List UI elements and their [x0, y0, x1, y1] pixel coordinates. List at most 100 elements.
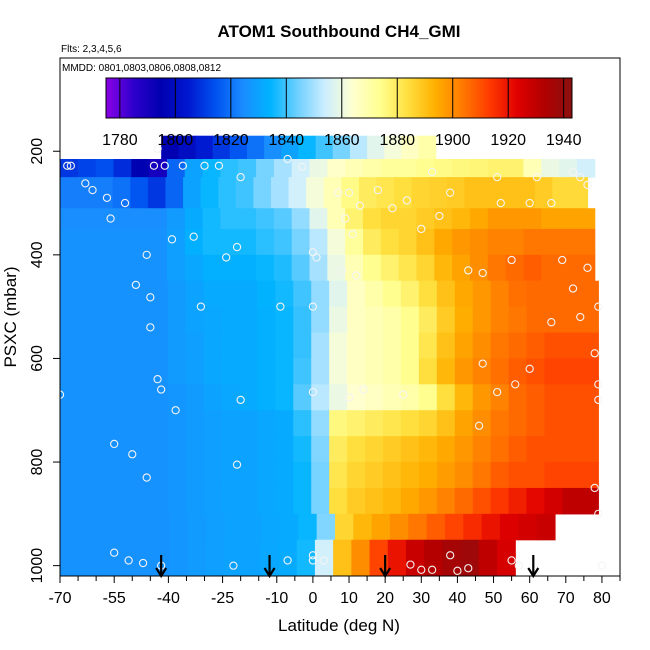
heatmap-cell — [275, 436, 294, 463]
heatmap-cell — [95, 228, 115, 256]
sample-point — [446, 188, 455, 197]
heatmap-cell — [562, 332, 581, 360]
heatmap-cell — [523, 254, 542, 282]
heatmap-cell — [113, 228, 132, 256]
heatmap-cell — [505, 159, 525, 178]
sample-point — [167, 235, 177, 244]
heatmap-cell — [505, 208, 525, 230]
heatmap-cell — [544, 410, 564, 437]
heatmap-cell — [95, 280, 115, 308]
heatmap-cell — [314, 565, 334, 576]
heatmap-cell — [552, 177, 571, 209]
heatmap-cell — [130, 177, 149, 209]
colorbar-tick-label: 1900 — [435, 132, 471, 149]
flights-label: Flts: 2,3,4,5,6 — [61, 44, 122, 55]
heatmap-cell — [416, 208, 435, 230]
heatmap-cell — [363, 208, 382, 230]
heatmap-cell — [77, 384, 97, 411]
heatmap-cell — [221, 332, 241, 360]
heatmap-cell — [442, 539, 462, 567]
sample-point — [110, 439, 119, 449]
sample-point — [153, 144, 162, 153]
heatmap-cell — [309, 208, 328, 230]
heatmap-cell — [113, 436, 133, 463]
heatmap-cell — [351, 565, 371, 576]
heatmap-cell — [526, 487, 546, 515]
heatmap-cell — [580, 280, 599, 308]
heatmap-cell — [490, 487, 510, 515]
heatmap-cell — [311, 487, 330, 515]
sample-point — [120, 198, 130, 208]
heatmap-cell — [347, 436, 366, 463]
y-axis: 200 400 600 800 1000 — [29, 138, 60, 583]
heatmap-cell — [347, 410, 366, 437]
sample-point — [590, 483, 599, 493]
heatmap-cell — [418, 358, 438, 385]
heatmap-cell — [481, 513, 501, 541]
x-tick-label: 80 — [593, 590, 611, 607]
sample-point — [525, 364, 534, 373]
heatmap-cell — [188, 513, 208, 541]
heatmap-cell — [293, 410, 312, 437]
heatmap-cell — [203, 462, 223, 489]
heatmap-cell — [418, 462, 438, 489]
heatmap-cell — [77, 159, 97, 178]
heatmap-cell — [580, 306, 599, 334]
heatmap-cell — [95, 159, 115, 178]
x-tick-label: 50 — [485, 590, 503, 607]
heatmap-cell — [478, 565, 498, 576]
heatmap-cell — [60, 306, 79, 334]
heatmap-cell — [78, 565, 98, 576]
heatmap-cell — [363, 159, 382, 178]
x-tick-label: 70 — [557, 590, 575, 607]
heatmap-cell — [376, 177, 395, 209]
heatmap-cell — [151, 539, 170, 567]
heatmap-cell — [472, 358, 492, 385]
heatmap-cell — [77, 332, 97, 360]
heatmap-cell — [311, 306, 330, 334]
sample-point — [232, 460, 242, 469]
heatmap-cell — [202, 228, 222, 256]
heatmap-cell — [508, 306, 528, 334]
heatmap-cell — [185, 384, 205, 411]
sample-points — [60, 144, 607, 575]
heatmap-cell — [257, 306, 276, 334]
heatmap-cell — [526, 436, 546, 463]
heatmap-cell — [242, 539, 261, 567]
heatmap-cell — [341, 177, 360, 209]
y-tick-label: 600 — [29, 345, 46, 372]
sample-point — [283, 154, 292, 164]
heatmap-cell — [416, 159, 435, 178]
sample-point — [547, 318, 556, 327]
sample-point — [594, 380, 603, 389]
heatmap-cell — [113, 384, 133, 411]
heatmap-cell — [576, 228, 596, 256]
heatmap-cell — [487, 254, 507, 282]
colorbar-tick-label: 1880 — [379, 132, 415, 149]
heatmap-cell — [469, 159, 489, 178]
heatmap-cell — [562, 436, 581, 463]
heatmap-cell — [77, 306, 97, 334]
heatmap-cell — [329, 306, 348, 334]
heatmap-cell — [454, 436, 474, 463]
heatmap-cell — [544, 384, 564, 411]
heatmap-cell — [353, 513, 373, 541]
heatmap-cell — [112, 177, 131, 209]
heatmap-cell — [238, 159, 257, 178]
heatmap-cell — [505, 228, 525, 256]
heatmap-cell — [275, 332, 294, 360]
heatmap-cell — [562, 487, 581, 515]
y-tick-label: 800 — [29, 449, 46, 476]
heatmap-cell — [131, 208, 150, 230]
heatmap-cell — [400, 332, 420, 360]
heatmap-cell — [411, 177, 430, 209]
heatmap-cell — [365, 487, 384, 515]
heatmap-cell — [351, 539, 371, 567]
heatmap-cell — [238, 254, 257, 282]
heatmap-cell — [95, 254, 115, 282]
sample-point — [355, 201, 365, 210]
heatmap-cell — [329, 436, 348, 463]
heatmap-cell — [382, 280, 402, 308]
heatmap-cell — [382, 462, 402, 489]
sample-point — [547, 198, 556, 208]
